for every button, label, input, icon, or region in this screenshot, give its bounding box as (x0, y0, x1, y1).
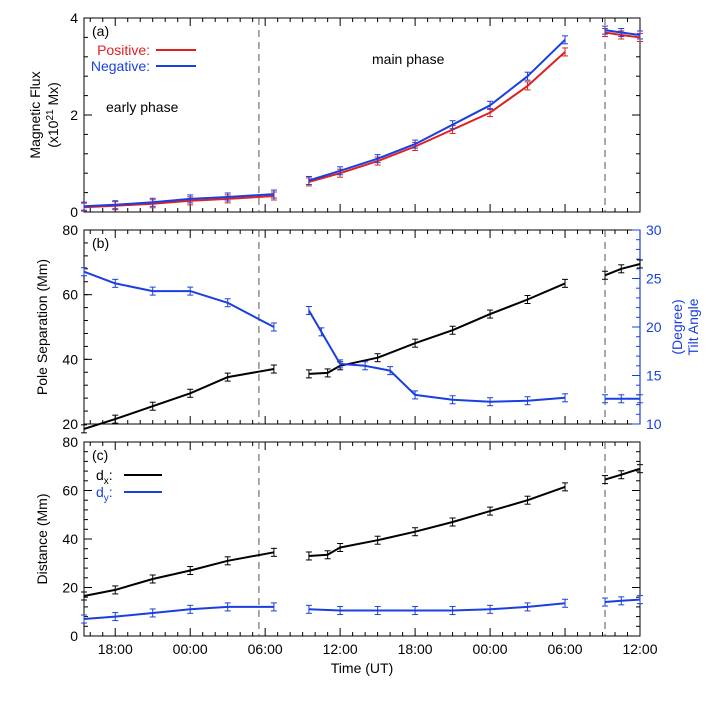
panel-frame (83, 441, 641, 637)
x-tick-label: 18:00 (98, 641, 133, 657)
y2-tick-label: 25 (646, 271, 662, 287)
y-tick-label: 40 (62, 531, 78, 547)
y-tick-label: 0 (70, 628, 78, 644)
series-layer (81, 25, 643, 624)
series-line (308, 282, 566, 375)
x-tick-label: 18:00 (398, 641, 433, 657)
y2-axis-label-line1: (Degree) (669, 299, 685, 354)
legend-negative-label: Negative: (91, 58, 150, 74)
y-axis-label: Pole Separation (Mm) (34, 259, 50, 395)
panel-label: (b) (92, 235, 109, 251)
y2-axis-label-line2: Tilt Angle (685, 298, 701, 355)
series-line (83, 551, 275, 597)
x-tick-label: 00:00 (473, 641, 508, 657)
y-tick-label: 4 (70, 10, 78, 26)
legend-dx-tail: : (109, 467, 113, 483)
y-axis-label-units: (x1021 Mx) (45, 82, 61, 148)
x-tick-label: 00:00 (173, 641, 208, 657)
legend-positive-label: Positive: (97, 42, 150, 58)
y2-tick-label: 30 (646, 222, 662, 238)
legend-dy-sub: y (104, 493, 109, 504)
y-axis-label-units-part: (x10 (45, 120, 61, 147)
y2-tick-label: 10 (646, 416, 662, 432)
series-line (83, 270, 275, 328)
x-tick-label: 12:00 (622, 641, 657, 657)
y-axis-label: Distance (Mm) (34, 493, 50, 584)
y-tick-label: 80 (62, 222, 78, 238)
series-line (83, 605, 274, 620)
series-line (308, 39, 566, 182)
text-layer: 0 2 4 (a) Magnetic Flux (x1021 Mx) Positive:Ne… (27, 10, 701, 676)
y-tick-label: 20 (62, 580, 78, 596)
series-line (604, 263, 641, 277)
legend-dx-sub: x (104, 476, 109, 487)
series-line (308, 485, 566, 557)
x-tick-label: 06:00 (548, 641, 583, 657)
y-tick-label: 40 (62, 351, 78, 367)
x-axis-label: Time (UT) (331, 660, 393, 676)
y-axis-label-units-sup: 21 (45, 109, 56, 121)
series-line (308, 309, 566, 403)
legend-dx-main: d (96, 467, 104, 483)
series-line (83, 368, 275, 430)
y-tick-label: 0 (70, 204, 78, 220)
x-tick-label: 12:00 (323, 641, 358, 657)
y-tick-label: 60 (62, 287, 78, 303)
y2-tick-label: 20 (646, 319, 662, 335)
x-tick-label: 06:00 (248, 641, 283, 657)
series-line (308, 51, 566, 183)
legend-dy-tail: : (109, 484, 113, 500)
annotation-main-phase: main phase (372, 51, 445, 67)
y2-tick-label: 15 (646, 368, 662, 384)
annotation-early-phase: early phase (106, 99, 179, 115)
legend-dx-label: dx: (96, 467, 113, 487)
y-axis-label-units-tail: Mx) (45, 82, 61, 109)
y-tick-label: 80 (62, 434, 78, 450)
panel-label: (c) (92, 447, 108, 463)
legend-dy-label: dy: (96, 484, 113, 504)
series-line (308, 602, 566, 612)
panel-frame (83, 229, 641, 425)
y-tick-label: 20 (62, 416, 78, 432)
y-axis-label: Magnetic Flux (27, 71, 43, 158)
series-line (604, 598, 641, 603)
y-tick-label: 2 (70, 107, 78, 123)
y-tick-label: 60 (62, 483, 78, 499)
panel-label: (a) (92, 23, 109, 39)
axes-layer (83, 17, 641, 637)
legend-dy-main: d (96, 484, 104, 500)
series-line (83, 193, 274, 208)
